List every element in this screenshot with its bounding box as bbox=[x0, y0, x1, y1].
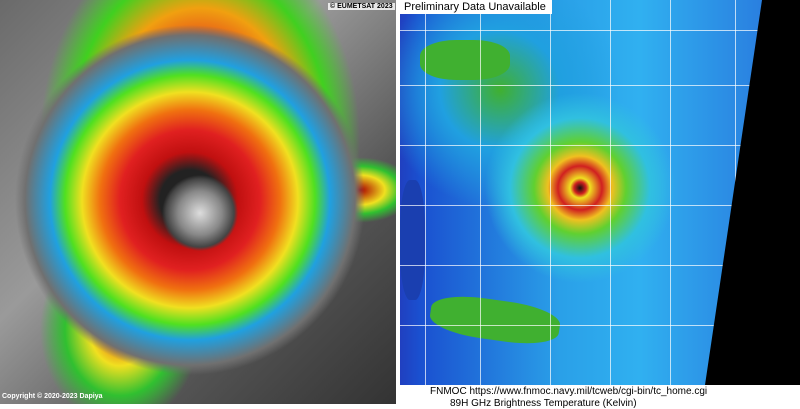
eumetsat-credit: © EUMETSAT 2023 bbox=[328, 3, 395, 10]
microwave-satellite-image bbox=[400, 0, 800, 385]
source-url: FNMOC https://www.fnmoc.navy.mil/tcweb/c… bbox=[430, 386, 708, 397]
land-mass bbox=[427, 291, 563, 349]
grid-line bbox=[400, 205, 800, 206]
panel-divider bbox=[396, 0, 400, 404]
infrared-satellite-image: © EUMETSAT 2023 Copyright © 2020-2023 Da… bbox=[0, 0, 396, 404]
grid-line bbox=[425, 0, 426, 385]
grid-line bbox=[400, 325, 800, 326]
land-mass bbox=[420, 40, 510, 80]
grid-line bbox=[670, 0, 671, 385]
grid-line bbox=[610, 0, 611, 385]
grid-line bbox=[400, 265, 800, 266]
caption-area bbox=[400, 385, 800, 404]
land-mass bbox=[400, 180, 425, 300]
grid-line bbox=[480, 0, 481, 385]
grid-line bbox=[400, 85, 800, 86]
grid-line bbox=[400, 30, 800, 31]
grid-line bbox=[400, 145, 800, 146]
preliminary-banner: Preliminary Data Unavailable bbox=[400, 0, 552, 14]
copyright-text: Copyright © 2020-2023 Dapiya bbox=[2, 393, 103, 400]
grid-line bbox=[550, 0, 551, 385]
no-data-region bbox=[705, 0, 800, 385]
